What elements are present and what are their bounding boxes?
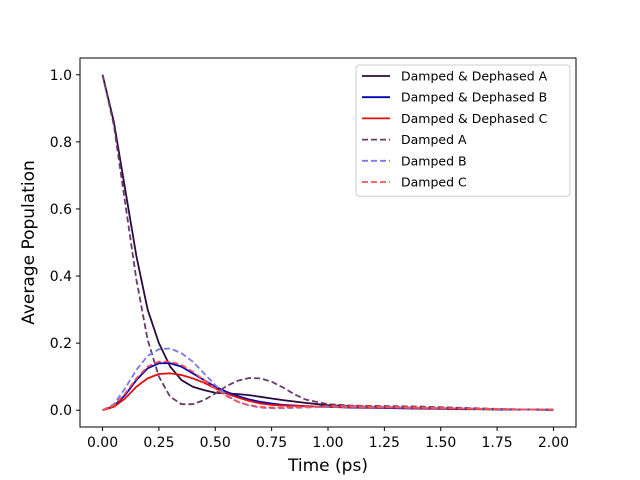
x-tick-label: 1.75 — [482, 435, 513, 451]
y-tick-label: 0.6 — [50, 202, 72, 218]
x-tick-label: 0.50 — [200, 435, 231, 451]
x-axis-label: Time (ps) — [287, 456, 368, 476]
y-axis-label: Average Population — [19, 160, 39, 325]
legend: Damped & Dephased A Damped & Dephased B Da… — [355, 64, 571, 197]
series-line-2 — [102, 372, 554, 412]
plot-lines — [101, 74, 554, 412]
x-tick-label: 0.75 — [256, 435, 287, 451]
x-tick-label: 0.00 — [87, 435, 118, 451]
x-tick-label: 1.50 — [425, 435, 456, 451]
series-line-3 — [101, 74, 554, 411]
y-tick-label: 0.4 — [50, 269, 72, 285]
x-tick-label: 2.00 — [538, 435, 569, 451]
x-tick-label: 1.00 — [312, 435, 343, 451]
legend-label-0: Damped & Dephased A — [401, 69, 548, 84]
y-tick-label: 0.0 — [50, 403, 72, 419]
legend-label-1: Damped & Dephased B — [401, 90, 547, 105]
x-tick-label: 0.25 — [143, 435, 174, 451]
legend-label-5: Damped C — [401, 175, 467, 190]
y-axis-ticks: 0.0 0.2 0.4 0.6 0.8 1.0 — [50, 68, 80, 419]
series-line-5 — [102, 360, 554, 412]
legend-label-2: Damped & Dephased C — [401, 111, 548, 126]
legend-label-3: Damped A — [401, 132, 467, 147]
legend-label-4: Damped B — [401, 153, 467, 168]
x-axis-ticks: 0.00 0.25 0.50 0.75 1.00 1.25 1.50 1.75 2.00 — [87, 427, 569, 451]
legend-box — [355, 64, 571, 197]
y-tick-label: 0.8 — [50, 135, 72, 151]
x-tick-label: 1.25 — [369, 435, 400, 451]
y-tick-label: 0.2 — [50, 336, 72, 352]
y-tick-label: 1.0 — [50, 68, 72, 84]
